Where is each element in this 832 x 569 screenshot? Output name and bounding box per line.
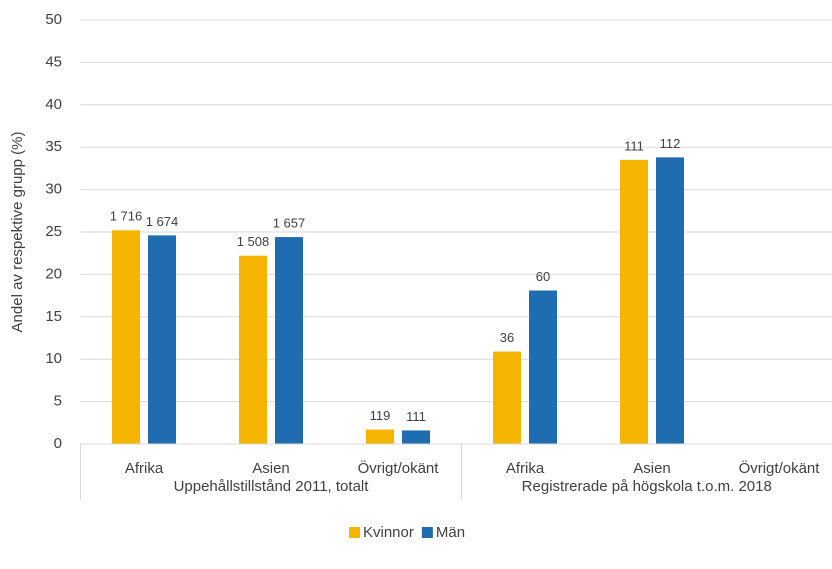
bar — [148, 235, 176, 444]
data-label: 1 508 — [237, 234, 270, 249]
y-tick-label: 45 — [45, 53, 62, 70]
data-label: 112 — [660, 136, 681, 151]
x-tick-label: Afrika — [506, 460, 545, 477]
group-label: Registrerade på högskola t.o.m. 2018 — [522, 478, 772, 495]
group-label: Uppehållstillstånd 2011, totalt — [174, 478, 370, 495]
bar — [493, 351, 521, 444]
bar — [656, 157, 684, 444]
y-tick-label: 10 — [45, 350, 62, 367]
legend-label: Kvinnor — [363, 524, 414, 541]
legend-label: Män — [436, 524, 465, 541]
data-label: 1 657 — [273, 216, 306, 231]
x-tick-label: Övrigt/okänt — [358, 459, 440, 477]
legend-swatch — [421, 527, 433, 538]
y-tick-label: 0 — [54, 435, 62, 452]
y-tick-label: 40 — [45, 96, 62, 113]
y-tick-label: 25 — [45, 223, 62, 240]
x-tick-label: Afrika — [125, 460, 164, 477]
data-label: 111 — [624, 138, 644, 153]
bar — [366, 429, 394, 444]
data-label: 60 — [536, 269, 550, 284]
bar — [112, 230, 140, 444]
y-tick-label: 15 — [45, 308, 62, 325]
data-label: 1 716 — [110, 209, 143, 224]
y-tick-label: 50 — [45, 11, 62, 28]
bar — [529, 290, 557, 444]
y-tick-label: 30 — [45, 181, 62, 198]
x-tick-label: Asien — [633, 460, 671, 477]
data-label: 36 — [500, 330, 514, 345]
x-tick-label: Övrigt/okänt — [739, 459, 821, 477]
bar — [402, 430, 430, 444]
data-label: 119 — [370, 408, 391, 423]
y-tick-label: 20 — [45, 265, 62, 282]
bar — [275, 237, 303, 444]
y-tick-label: 35 — [45, 138, 62, 155]
data-label: 111 — [406, 409, 426, 424]
data-label: 1 674 — [146, 214, 179, 229]
legend-swatch — [349, 527, 360, 538]
y-tick-label: 5 — [54, 393, 62, 410]
y-axis-title: Andel av respektive grupp (%) — [9, 132, 26, 333]
bar — [239, 255, 267, 444]
bar — [620, 159, 648, 445]
x-tick-label: Asien — [252, 460, 290, 477]
